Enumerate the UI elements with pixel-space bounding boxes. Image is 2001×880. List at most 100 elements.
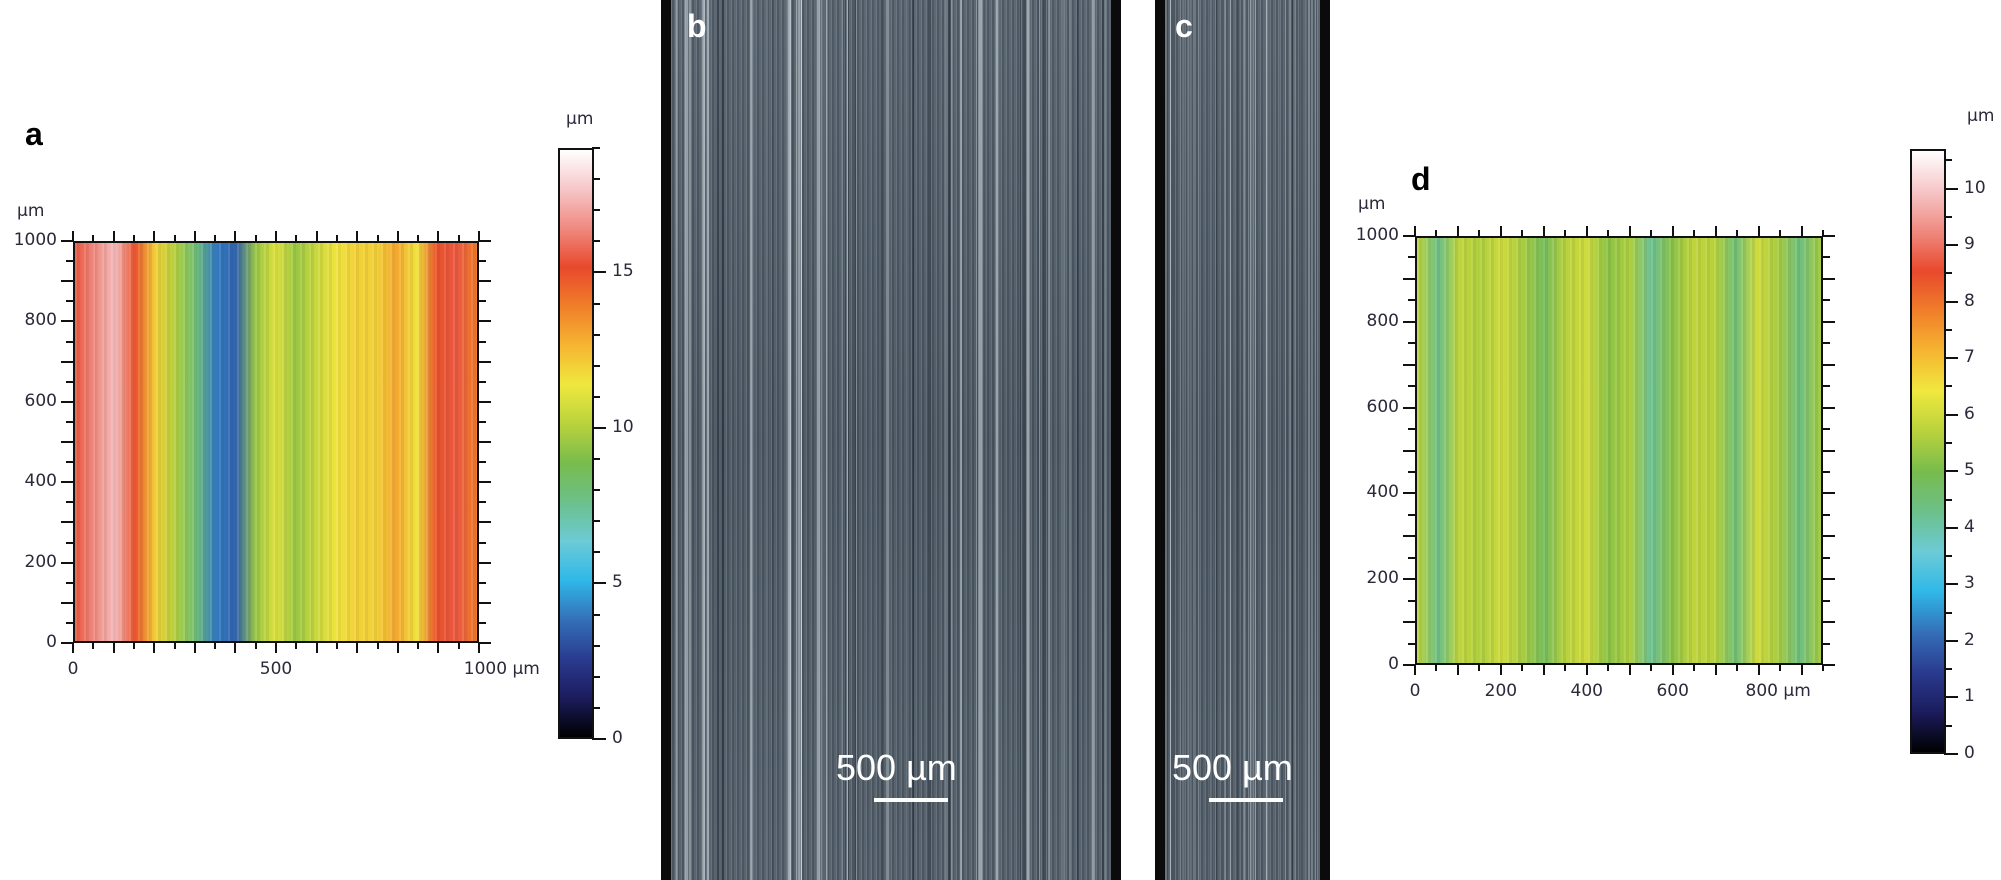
y-tick-right (1823, 299, 1830, 302)
x-tick-top (254, 235, 257, 241)
x-tick-bottom (1671, 665, 1674, 675)
y-tick-right (479, 420, 486, 423)
x-tick-top (1435, 230, 1438, 236)
colorbar-tick-label: 15 (612, 261, 634, 282)
colorbar-tick (592, 738, 606, 740)
y-tick-right (1823, 363, 1835, 366)
colorbar-tick (1944, 470, 1958, 473)
colorbar-d (1910, 149, 1946, 754)
x-tick-top (1650, 230, 1653, 236)
x-tick-label: 500 (259, 659, 293, 679)
x-tick-bottom (193, 643, 196, 653)
colorbar-tick (1944, 668, 1952, 671)
colorbar-tick (1944, 555, 1952, 558)
colorbar-tick (1944, 639, 1958, 642)
y-tick-left (1408, 385, 1415, 388)
y-tick-left (1403, 664, 1415, 666)
brushed-surface-texture-c (1165, 0, 1320, 880)
colorbar-tick (1944, 159, 1952, 162)
x-tick-bottom (1456, 665, 1459, 675)
y-tick-right (1823, 406, 1835, 409)
micrograph-b: b 500 µm (661, 0, 1121, 880)
colorbar-tick (592, 147, 600, 149)
x-tick-bottom (295, 643, 298, 649)
y-tick-label: 800 (1366, 310, 1399, 331)
y-tick-left (66, 541, 73, 544)
y-tick-right (479, 501, 486, 504)
x-tick-bottom (376, 643, 379, 649)
streak-texture (1417, 238, 1821, 663)
y-tick-left (61, 601, 73, 604)
colorbar-tick (592, 364, 600, 367)
y-tick-left (1403, 235, 1415, 237)
colorbar-unit-a: µm (566, 109, 594, 129)
colorbar-tick (1944, 413, 1958, 416)
colorbar-tick (1944, 187, 1958, 190)
x-tick-top (1607, 230, 1610, 236)
colorbar-tick (592, 551, 600, 554)
y-tick-left (66, 380, 73, 383)
y-tick-right (1823, 235, 1835, 237)
y-tick-right (479, 521, 491, 524)
x-tick-bottom (1628, 665, 1631, 675)
x-tick-top (1542, 226, 1545, 236)
x-tick-bottom (1736, 665, 1739, 671)
y-tick-right (479, 380, 486, 383)
y-tick-left (1403, 578, 1415, 581)
y-tick-right (479, 320, 491, 323)
y-tick-right (1823, 621, 1835, 624)
y-tick-left (66, 420, 73, 423)
x-tick-label: 0 (1409, 681, 1421, 701)
x-tick-bottom (132, 643, 135, 649)
x-tick-bottom (315, 643, 318, 653)
y-tick-label: 1000 (13, 230, 57, 250)
y-tick-right (1823, 449, 1835, 452)
x-tick-top (214, 235, 217, 241)
y-tick-right (479, 481, 491, 484)
colorbar-tick (1944, 611, 1952, 614)
x-tick-bottom (1650, 665, 1653, 671)
y-tick-left (61, 240, 73, 242)
colorbar-tick (1944, 696, 1958, 699)
x-tick-top (1757, 226, 1760, 236)
scale-bar-label-c: 500 µm (1172, 747, 1293, 788)
y-tick-label: 800 (24, 310, 57, 331)
y-tick-right (479, 280, 491, 283)
y-tick-left (1408, 513, 1415, 516)
panel-label-b: b (687, 8, 707, 44)
colorbar-tick (592, 209, 600, 212)
x-tick-bottom (1800, 665, 1803, 675)
scale-bar-c (1209, 798, 1283, 802)
colorbar-tick (1944, 328, 1952, 331)
y-tick-right (1823, 513, 1830, 516)
x-tick-bottom (234, 643, 237, 653)
colorbar-tick (592, 302, 600, 305)
x-tick-bottom (1542, 665, 1545, 675)
x-tick-bottom (1607, 665, 1610, 671)
x-tick-bottom (1757, 665, 1760, 675)
colorbar-tick-label: 4 (1964, 516, 1975, 537)
x-tick-bottom (1822, 665, 1824, 671)
y-tick-right (479, 441, 491, 443)
x-tick-top (1564, 230, 1567, 236)
colorbar-a (558, 148, 594, 739)
colorbar-tick (1944, 753, 1958, 755)
y-tick-right (1823, 320, 1835, 323)
colorbar-tick (592, 271, 606, 274)
x-tick-top (173, 235, 176, 241)
x-tick-top (275, 231, 277, 241)
scale-bar-label-b: 500 µm (836, 747, 957, 788)
y-tick-left (61, 642, 73, 644)
y-tick-left (1408, 256, 1415, 259)
y-tick-right (479, 601, 491, 604)
x-tick-bottom (396, 643, 399, 653)
x-tick-bottom (153, 643, 156, 653)
y-tick-right (1823, 556, 1830, 559)
y-tick-label: 1000 (1355, 225, 1399, 245)
x-tick-top (396, 231, 399, 241)
colorbar-tick-label: 2 (1964, 629, 1975, 650)
x-tick-top (417, 235, 420, 241)
x-tick-label: 800 µm (1745, 681, 1811, 701)
x-tick-top (1585, 226, 1588, 236)
y-tick-label: 600 (24, 390, 57, 411)
